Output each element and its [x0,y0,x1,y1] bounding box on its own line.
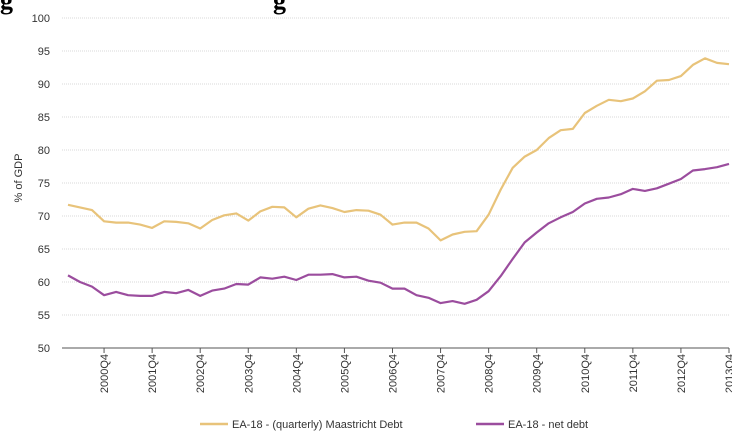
y-tick-label: 95 [38,46,50,58]
x-tick-label: 2008Q4 [484,354,496,393]
gridlines [62,17,729,316]
legend: EA-18 - (quarterly) Maastricht Debt EA-1… [200,419,588,431]
x-tick-label: 2006Q4 [387,354,399,393]
heading-fragment: g g [0,0,286,15]
y-tick-label: 70 [38,211,50,223]
x-tick-label: 2005Q4 [339,354,351,393]
y-tick-label: 90 [38,79,50,91]
series-line-net-debt [67,162,730,305]
x-tick-label: 2010Q4 [580,354,592,393]
y-tick-label: 100 [32,13,50,25]
x-tick-label: 2007Q4 [436,354,448,393]
x-tick-label: 2000Q4 [99,354,111,393]
x-tick-label: 2001Q4 [147,354,159,393]
legend-label-maastricht-debt: EA-18 - (quarterly) Maastricht Debt [232,419,403,431]
series-line-maastricht-debt [67,57,730,242]
y-tick-label: 50 [38,343,50,355]
y-tick-label: 60 [38,277,50,289]
x-tick-label: 2004Q4 [291,354,303,393]
legend-label-net-debt: EA-18 - net debt [508,419,588,431]
x-tick-label: 2003Q4 [243,354,255,393]
y-tick-label: 85 [38,112,50,124]
x-axis-ticks: 2000Q4 2001Q4 2002Q4 2003Q4 2004Q4 2005Q4 2006… [99,348,732,393]
x-tick-label: 2013Q4 [724,354,732,393]
x-tick-label: 2002Q4 [195,354,207,393]
x-tick-label: 2012Q4 [676,354,688,393]
y-axis-ticks: 50 55 60 65 70 75 80 85 90 95 100 [32,13,50,355]
x-tick-label: 2011Q4 [628,354,640,392]
x-tick-label: 2009Q4 [532,354,544,393]
y-tick-label: 55 [38,310,50,322]
y-tick-label: 65 [38,244,50,256]
y-tick-label: 80 [38,145,50,157]
series-lines [67,57,730,305]
y-axis-title: % of GDP [13,154,25,203]
y-tick-label: 75 [38,178,50,190]
